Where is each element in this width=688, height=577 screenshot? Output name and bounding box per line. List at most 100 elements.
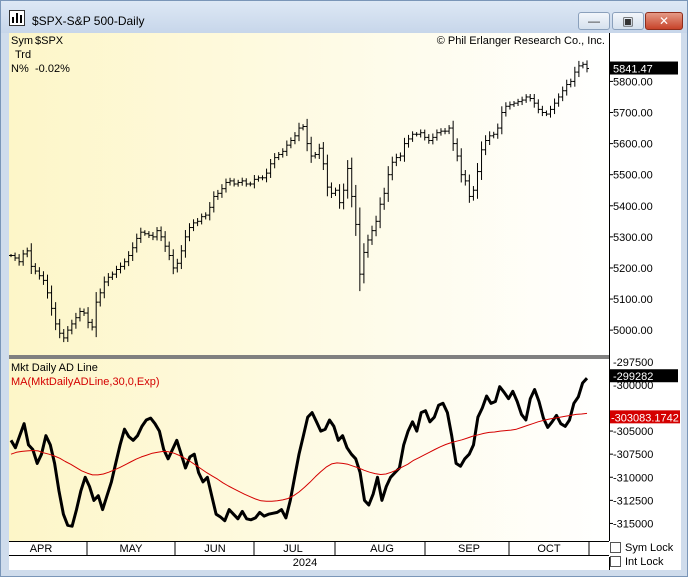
sym-value: $SPX <box>35 35 64 47</box>
price-bar <box>73 312 78 329</box>
month-label: OCT <box>537 543 561 555</box>
price-panel-background <box>9 33 609 355</box>
month-label: AUG <box>370 543 394 555</box>
price-bar <box>17 254 22 266</box>
price-bar <box>130 242 135 261</box>
ad-line-series <box>9 377 589 528</box>
price-bar <box>13 252 18 261</box>
price-bar <box>118 262 123 274</box>
price-bar <box>313 151 318 159</box>
ad-axis: -315000 -312500 -310000 -307500 -305000 -2975… <box>609 357 680 530</box>
price-bar <box>532 94 537 108</box>
maximize-button[interactable]: ▣ <box>612 12 644 30</box>
price-bar <box>272 153 277 169</box>
int-lock-label: Int Lock <box>625 556 664 568</box>
minimize-button[interactable]: — <box>578 12 610 30</box>
price-bar <box>248 181 253 187</box>
sym-lock-label: Sym Lock <box>625 542 674 554</box>
n-label: N% <box>11 63 29 75</box>
ad-last-value: -299282 <box>613 371 653 383</box>
price-bar <box>150 232 155 241</box>
price-bar <box>106 273 111 287</box>
price-bar <box>49 285 54 316</box>
price-bar <box>414 132 419 137</box>
price-tick-label: 5200.00 <box>613 263 653 275</box>
price-bar <box>394 153 399 167</box>
price-bar <box>333 187 338 196</box>
price-bar <box>585 60 589 73</box>
price-last-value: 5841.47 <box>613 64 653 76</box>
price-bar <box>37 267 42 280</box>
price-bar <box>284 140 289 157</box>
ad-top-tick-label: -297500 <box>613 357 653 369</box>
legend-ma: MA(MktDailyADLine,30,0,Exp) <box>11 376 160 388</box>
price-bar <box>223 178 228 193</box>
price-bar <box>406 134 411 148</box>
close-button[interactable]: ✕ <box>645 12 683 30</box>
month-label: APR <box>30 543 53 555</box>
price-bars <box>9 60 589 343</box>
n-value: -0.02% <box>35 63 70 75</box>
price-bar <box>305 118 310 152</box>
minimize-icon: — <box>588 14 600 28</box>
price-bar <box>479 141 484 180</box>
chart-area: 5000.00 5100.00 5200.00 5300.00 5400.00 5500.… <box>9 33 681 570</box>
price-bar <box>195 218 200 227</box>
price-bar <box>576 60 581 78</box>
price-bar <box>329 182 334 198</box>
price-bar <box>280 148 285 158</box>
price-bar <box>398 152 403 162</box>
price-bar <box>25 247 30 258</box>
price-bar <box>548 105 553 118</box>
price-bar <box>175 258 180 273</box>
price-bar <box>146 231 151 238</box>
window-title: $SPX-S&P 500-Daily <box>32 14 145 28</box>
price-bar <box>471 186 476 201</box>
price-bar <box>29 243 34 275</box>
ad-tick-label: -315000 <box>613 518 653 530</box>
price-bar <box>122 258 127 270</box>
trd-label: Trd <box>15 49 31 61</box>
price-bar <box>378 197 383 229</box>
price-bar <box>57 318 62 339</box>
price-bar <box>82 308 87 316</box>
title-bar[interactable]: $SPX-S&P 500-Daily — ▣ ✕ <box>1 1 687 33</box>
price-bar <box>572 66 577 87</box>
price-bar <box>260 175 265 181</box>
price-bar <box>341 183 346 210</box>
int-lock-checkbox[interactable] <box>610 556 621 567</box>
price-bar <box>390 156 395 181</box>
price-tick-label: 5500.00 <box>613 170 653 182</box>
price-bar <box>9 253 13 258</box>
maximize-icon: ▣ <box>622 14 634 28</box>
price-bar <box>487 131 492 145</box>
price-bar <box>69 319 74 335</box>
price-bar <box>386 166 391 202</box>
price-bar <box>520 96 525 106</box>
price-bar <box>215 189 220 200</box>
ad-tick-label: -307500 <box>613 449 653 461</box>
x-axis: APR MAY JUN JUL AUG SEP OCT <box>9 541 609 556</box>
ad-hidden-tick-label: -300000 <box>613 380 653 392</box>
price-bar <box>491 131 496 139</box>
price-bar <box>321 142 326 171</box>
price-bar <box>90 318 95 331</box>
price-bar <box>65 326 70 342</box>
price-bar <box>33 263 38 275</box>
price-bar <box>382 187 387 210</box>
sym-lock-checkbox[interactable] <box>610 542 621 553</box>
price-bar <box>410 131 415 142</box>
price-last-value-box <box>610 61 678 75</box>
price-bar <box>560 86 565 102</box>
price-bar <box>483 135 488 156</box>
price-bar <box>325 154 330 197</box>
price-bar <box>21 249 26 266</box>
month-label: JUL <box>283 543 303 555</box>
price-bar <box>41 271 46 285</box>
ma-last-value-box <box>610 410 680 424</box>
month-label: MAY <box>119 543 143 555</box>
price-bar <box>159 226 164 242</box>
price-bar <box>276 151 281 161</box>
price-bar <box>564 79 569 96</box>
